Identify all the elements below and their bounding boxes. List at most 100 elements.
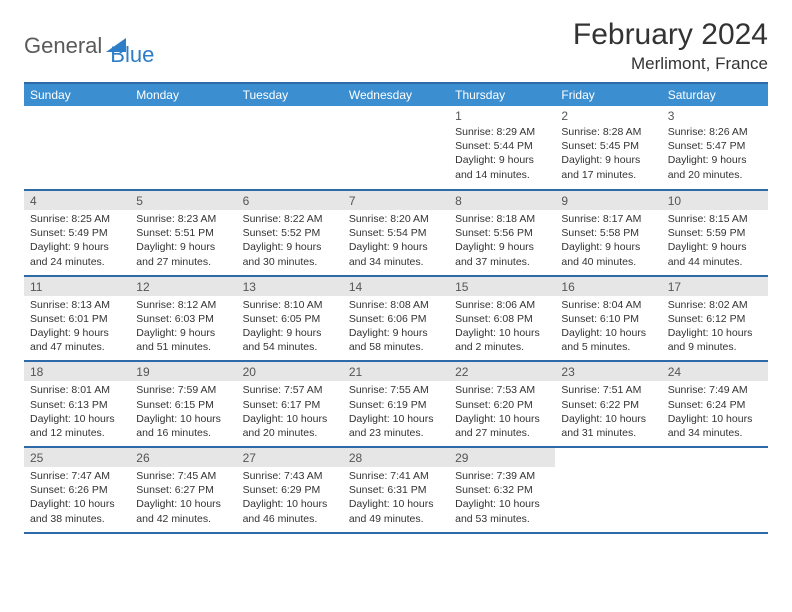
day-number: 16 xyxy=(555,277,661,296)
day-number: 29 xyxy=(449,448,555,467)
calendar-row: 4 Sunrise: 8:25 AMSunset: 5:49 PMDaylight… xyxy=(24,190,768,276)
calendar-cell: 29 Sunrise: 7:39 AMSunset: 6:32 PMDayligh… xyxy=(449,447,555,533)
column-header: Tuesday xyxy=(237,83,343,106)
logo: General Blue xyxy=(24,18,154,68)
day-info: Sunrise: 8:17 AMSunset: 5:58 PMDaylight:… xyxy=(561,212,655,269)
day-number: 6 xyxy=(237,191,343,210)
location-label: Merlimont, France xyxy=(573,54,768,74)
calendar-cell: 13 Sunrise: 8:10 AMSunset: 6:05 PMDayligh… xyxy=(237,276,343,362)
calendar-cell: 11 Sunrise: 8:13 AMSunset: 6:01 PMDayligh… xyxy=(24,276,130,362)
calendar-cell: 14 Sunrise: 8:08 AMSunset: 6:06 PMDayligh… xyxy=(343,276,449,362)
day-number: 4 xyxy=(24,191,130,210)
calendar-row: 25 Sunrise: 7:47 AMSunset: 6:26 PMDayligh… xyxy=(24,447,768,533)
day-info: Sunrise: 7:47 AMSunset: 6:26 PMDaylight:… xyxy=(30,469,124,526)
calendar-cell: 19Sunrise: 7:59 AMSunset: 6:15 PMDayligh… xyxy=(130,361,236,447)
calendar-cell: 28Sunrise: 7:41 AMSunset: 6:31 PMDayligh… xyxy=(343,447,449,533)
day-info: Sunrise: 8:28 AMSunset: 5:45 PMDaylight:… xyxy=(561,125,655,182)
day-number: 23 xyxy=(555,362,661,381)
day-number: 28 xyxy=(343,448,449,467)
day-number: 24 xyxy=(662,362,768,381)
column-header: Thursday xyxy=(449,83,555,106)
day-number: 1 xyxy=(455,109,549,123)
day-info: Sunrise: 8:15 AMSunset: 5:59 PMDaylight:… xyxy=(668,212,762,269)
calendar-cell: 1 Sunrise: 8:29 AMSunset: 5:44 PMDaylight… xyxy=(449,106,555,190)
day-info: Sunrise: 8:02 AMSunset: 6:12 PMDaylight:… xyxy=(668,298,762,355)
day-number: 2 xyxy=(561,109,655,123)
calendar-cell: 4 Sunrise: 8:25 AMSunset: 5:49 PMDaylight… xyxy=(24,190,130,276)
day-number: 12 xyxy=(130,277,236,296)
day-number: 26 xyxy=(130,448,236,467)
day-info: Sunrise: 8:12 AMSunset: 6:03 PMDaylight:… xyxy=(136,298,230,355)
day-info: Sunrise: 8:13 AMSunset: 6:01 PMDaylight:… xyxy=(30,298,124,355)
calendar-cell xyxy=(130,106,236,190)
day-number: 18 xyxy=(24,362,130,381)
day-number: 19 xyxy=(130,362,236,381)
day-number: 25 xyxy=(24,448,130,467)
day-number: 7 xyxy=(343,191,449,210)
logo-text-blue: Blue xyxy=(110,24,154,68)
day-info: Sunrise: 7:51 AMSunset: 6:22 PMDaylight:… xyxy=(561,383,655,440)
day-info: Sunrise: 8:22 AMSunset: 5:52 PMDaylight:… xyxy=(243,212,337,269)
day-number: 21 xyxy=(343,362,449,381)
calendar-cell xyxy=(343,106,449,190)
calendar-cell: 24 Sunrise: 7:49 AMSunset: 6:24 PMDayligh… xyxy=(662,361,768,447)
calendar-cell: 17Sunrise: 8:02 AMSunset: 6:12 PMDayligh… xyxy=(662,276,768,362)
calendar-row: 18 Sunrise: 8:01 AMSunset: 6:13 PMDayligh… xyxy=(24,361,768,447)
day-info: Sunrise: 7:45 AMSunset: 6:27 PMDaylight:… xyxy=(136,469,230,526)
day-info: Sunrise: 7:55 AMSunset: 6:19 PMDaylight:… xyxy=(349,383,443,440)
calendar-cell: 3 Sunrise: 8:26 AMSunset: 5:47 PMDaylight… xyxy=(662,106,768,190)
calendar-row: 11 Sunrise: 8:13 AMSunset: 6:01 PMDayligh… xyxy=(24,276,768,362)
day-info: Sunrise: 8:08 AMSunset: 6:06 PMDaylight:… xyxy=(349,298,443,355)
day-info: Sunrise: 7:43 AMSunset: 6:29 PMDaylight:… xyxy=(243,469,337,526)
calendar-cell: 16 Sunrise: 8:04 AMSunset: 6:10 PMDayligh… xyxy=(555,276,661,362)
column-header: Sunday xyxy=(24,83,130,106)
day-number: 9 xyxy=(555,191,661,210)
day-info: Sunrise: 7:53 AMSunset: 6:20 PMDaylight:… xyxy=(455,383,549,440)
calendar-cell: 20 Sunrise: 7:57 AMSunset: 6:17 PMDayligh… xyxy=(237,361,343,447)
day-number: 27 xyxy=(237,448,343,467)
day-info: Sunrise: 8:04 AMSunset: 6:10 PMDaylight:… xyxy=(561,298,655,355)
day-number: 10 xyxy=(662,191,768,210)
calendar-cell: 8Sunrise: 8:18 AMSunset: 5:56 PMDaylight… xyxy=(449,190,555,276)
column-header: Wednesday xyxy=(343,83,449,106)
calendar-cell: 6 Sunrise: 8:22 AMSunset: 5:52 PMDaylight… xyxy=(237,190,343,276)
day-info: Sunrise: 7:39 AMSunset: 6:32 PMDaylight:… xyxy=(455,469,549,526)
column-header: Friday xyxy=(555,83,661,106)
day-info: Sunrise: 8:20 AMSunset: 5:54 PMDaylight:… xyxy=(349,212,443,269)
calendar-table: SundayMondayTuesdayWednesdayThursdayFrid… xyxy=(24,82,768,534)
calendar-cell: 2 Sunrise: 8:28 AMSunset: 5:45 PMDaylight… xyxy=(555,106,661,190)
calendar-cell: 10 Sunrise: 8:15 AMSunset: 5:59 PMDayligh… xyxy=(662,190,768,276)
calendar-cell xyxy=(24,106,130,190)
day-info: Sunrise: 7:57 AMSunset: 6:17 PMDaylight:… xyxy=(243,383,337,440)
day-info: Sunrise: 8:25 AMSunset: 5:49 PMDaylight:… xyxy=(30,212,124,269)
day-info: Sunrise: 8:10 AMSunset: 6:05 PMDaylight:… xyxy=(243,298,337,355)
day-info: Sunrise: 8:23 AMSunset: 5:51 PMDaylight:… xyxy=(136,212,230,269)
day-number: 11 xyxy=(24,277,130,296)
day-number: 14 xyxy=(343,277,449,296)
column-header: Monday xyxy=(130,83,236,106)
calendar-cell xyxy=(237,106,343,190)
page-title: February 2024 xyxy=(573,18,768,52)
day-info: Sunrise: 8:06 AMSunset: 6:08 PMDaylight:… xyxy=(455,298,549,355)
calendar-cell: 23 Sunrise: 7:51 AMSunset: 6:22 PMDayligh… xyxy=(555,361,661,447)
title-block: February 2024 Merlimont, France xyxy=(573,18,768,74)
day-number: 3 xyxy=(668,109,762,123)
calendar-cell: 27 Sunrise: 7:43 AMSunset: 6:29 PMDayligh… xyxy=(237,447,343,533)
day-info: Sunrise: 8:18 AMSunset: 5:56 PMDaylight:… xyxy=(455,212,549,269)
calendar-cell xyxy=(555,447,661,533)
day-info: Sunrise: 8:26 AMSunset: 5:47 PMDaylight:… xyxy=(668,125,762,182)
day-number: 20 xyxy=(237,362,343,381)
day-info: Sunrise: 8:01 AMSunset: 6:13 PMDaylight:… xyxy=(30,383,124,440)
day-info: Sunrise: 7:49 AMSunset: 6:24 PMDaylight:… xyxy=(668,383,762,440)
day-number: 5 xyxy=(130,191,236,210)
day-info: Sunrise: 8:29 AMSunset: 5:44 PMDaylight:… xyxy=(455,125,549,182)
calendar-cell: 5 Sunrise: 8:23 AMSunset: 5:51 PMDaylight… xyxy=(130,190,236,276)
calendar-cell: 22 Sunrise: 7:53 AMSunset: 6:20 PMDayligh… xyxy=(449,361,555,447)
day-number: 22 xyxy=(449,362,555,381)
calendar-cell: 7 Sunrise: 8:20 AMSunset: 5:54 PMDaylight… xyxy=(343,190,449,276)
header: General Blue February 2024 Merlimont, Fr… xyxy=(24,18,768,74)
calendar-cell: 21 Sunrise: 7:55 AMSunset: 6:19 PMDayligh… xyxy=(343,361,449,447)
day-number: 13 xyxy=(237,277,343,296)
day-number: 15 xyxy=(449,277,555,296)
column-header: Saturday xyxy=(662,83,768,106)
